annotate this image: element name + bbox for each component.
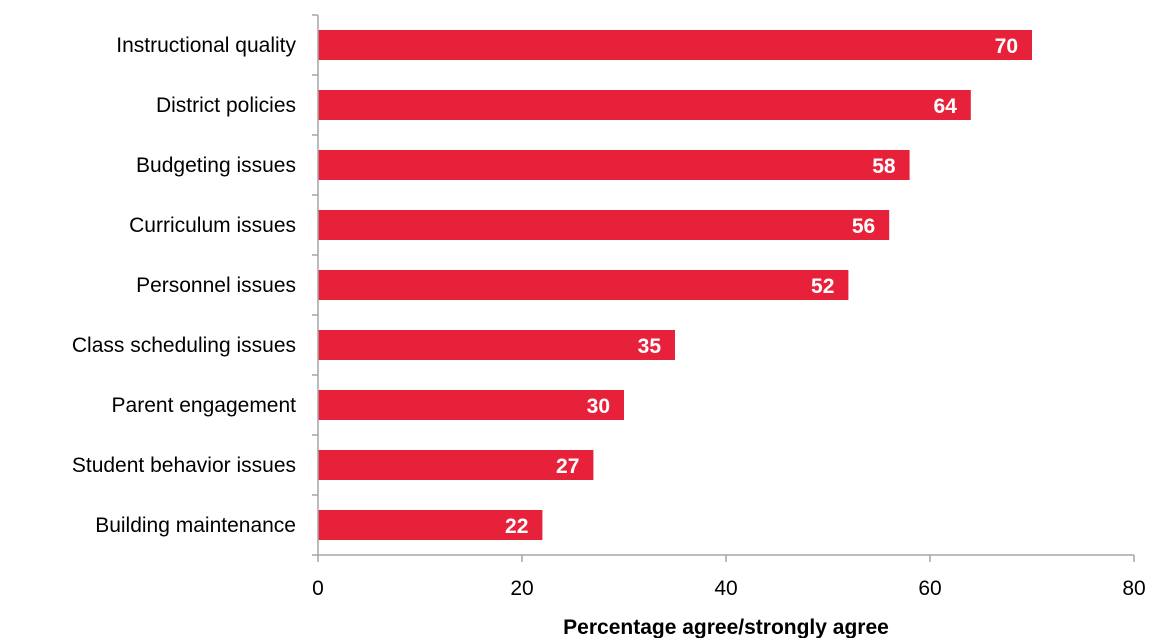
bar-personnel-issues [318, 270, 849, 300]
x-axis-title: Percentage agree/strongly agree [563, 616, 889, 638]
category-label-district-policies: District policies [156, 94, 296, 117]
data-label-instructional-quality: 70 [995, 35, 1018, 58]
bar-instructional-quality [318, 30, 1032, 60]
category-label-budgeting-issues: Budgeting issues [136, 154, 296, 177]
bar-parent-engagement [318, 390, 624, 420]
category-label-parent-engagement: Parent engagement [112, 394, 297, 417]
bar-budgeting-issues [318, 150, 910, 180]
data-label-personnel-issues: 52 [811, 275, 834, 298]
data-label-class-scheduling-issues: 35 [638, 335, 662, 358]
bars [318, 30, 1032, 540]
category-label-class-scheduling-issues: Class scheduling issues [72, 334, 296, 357]
x-tick-label-20: 20 [510, 577, 533, 600]
data-label-district-policies: 64 [933, 95, 957, 118]
bar-curriculum-issues [318, 210, 890, 240]
x-tick-label-40: 40 [714, 577, 737, 600]
bar-student-behavior-issues [318, 450, 594, 480]
axes [312, 14, 1135, 562]
x-tick-label-0: 0 [312, 577, 324, 600]
category-label-personnel-issues: Personnel issues [136, 274, 296, 297]
category-label-instructional-quality: Instructional quality [116, 34, 296, 57]
category-label-building-maintenance: Building maintenance [95, 514, 296, 537]
bar-district-policies [318, 90, 971, 120]
data-label-student-behavior-issues: 27 [556, 455, 579, 478]
data-label-parent-engagement: 30 [587, 395, 610, 418]
bar-building-maintenance [318, 510, 543, 540]
bar-class-scheduling-issues [318, 330, 675, 360]
category-label-curriculum-issues: Curriculum issues [129, 214, 296, 237]
category-label-student-behavior-issues: Student behavior issues [72, 454, 296, 477]
data-label-budgeting-issues: 58 [872, 155, 896, 178]
x-tick-label-80: 80 [1122, 577, 1145, 600]
labels: Instructional quality 70 District policies… [72, 34, 1146, 600]
data-label-building-maintenance: 22 [505, 515, 528, 538]
data-label-curriculum-issues: 56 [852, 215, 875, 238]
x-tick-label-60: 60 [918, 577, 941, 600]
